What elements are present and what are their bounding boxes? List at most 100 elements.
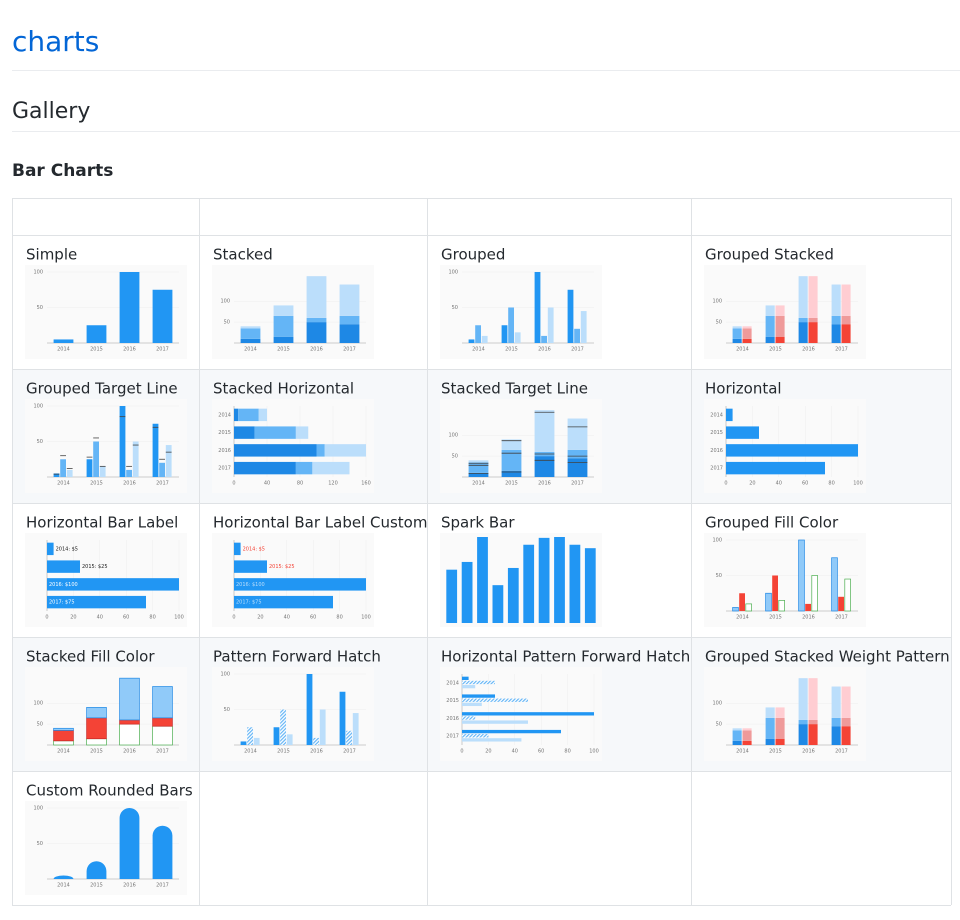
bar [831, 315, 841, 325]
category-label: 2017 [156, 749, 169, 755]
bar [240, 741, 247, 745]
bar [742, 338, 752, 343]
bar [86, 325, 107, 343]
y-tick-label: 50 [224, 707, 230, 713]
bar [501, 470, 522, 477]
category-label: 2014 [710, 412, 723, 418]
bar [86, 717, 107, 740]
category-label: 2015 [90, 749, 103, 755]
cell-title: Grouped Fill Color [705, 514, 839, 532]
bar [798, 539, 805, 612]
bar [462, 684, 476, 689]
cell-title: Stacked Fill Color [26, 648, 155, 666]
bar [152, 686, 173, 719]
bar [726, 426, 759, 439]
bar [286, 734, 293, 745]
thumbnail: 50 100 2014 2015 2016 2017 [25, 265, 187, 359]
bar [844, 578, 851, 612]
bar [295, 461, 313, 475]
cell-title: Grouped Stacked Weight Pattern [705, 648, 950, 666]
x-tick-label: 40 [776, 481, 782, 487]
bar [765, 305, 775, 316]
bar [831, 726, 841, 745]
x-tick-label: 80 [149, 615, 155, 621]
bar [475, 325, 481, 343]
bar [119, 677, 140, 721]
y-tick-label: 100 [712, 538, 722, 544]
bar [86, 459, 93, 477]
bar [765, 592, 772, 612]
thumbnail: 50 100 2014 2015 2016 2017 [704, 533, 866, 627]
cell-title: Pattern Forward Hatch [213, 648, 381, 666]
category-label: 2014 [736, 347, 749, 353]
bar [462, 738, 522, 742]
thumbnail: 0 20 40 60 80 100 2014 2015 2016 2017 [704, 399, 866, 493]
bar [798, 317, 808, 323]
category-label: 2014 [57, 749, 70, 755]
bar [808, 678, 818, 720]
bar [732, 607, 739, 612]
category-label: 2014 [244, 347, 257, 353]
value-label: 2014: $5 [56, 546, 78, 552]
page-title[interactable]: charts [12, 25, 99, 58]
bar [47, 542, 54, 556]
thumbnail: 50 100 2014 2015 2016 2017 [704, 265, 866, 359]
bar [742, 326, 752, 329]
bar [841, 284, 851, 316]
cell-title: Spark Bar [441, 514, 515, 532]
cell-title: Horizontal Bar Label Custom [213, 514, 427, 532]
category-label: 2016 [123, 347, 136, 353]
bar [732, 326, 742, 329]
category-label: 2014 [244, 749, 257, 755]
x-tick-label: 20 [749, 481, 755, 487]
category-label: 2015 [90, 883, 103, 889]
bar [538, 537, 550, 623]
bar [547, 307, 554, 343]
bar [742, 328, 752, 339]
y-tick-label: 50 [716, 573, 722, 579]
bar [47, 560, 80, 573]
bar [811, 575, 818, 612]
y-tick-label: 100 [448, 433, 458, 439]
bar [53, 473, 60, 477]
bar [775, 315, 785, 337]
bar [60, 459, 66, 477]
category-label: 2015 [277, 347, 290, 353]
category-label: 2016 [446, 716, 459, 722]
category-label: 2016 [802, 347, 815, 353]
thumbnail: 0 20 40 60 80 100 2014 2015 2016 2017 [440, 667, 602, 761]
category-label: 2015 [710, 430, 723, 436]
x-tick-label: 120 [328, 481, 338, 487]
bar [732, 730, 742, 741]
y-tick-label: 100 [712, 299, 722, 305]
category-label: 2016 [538, 347, 551, 353]
category-label: 2014 [57, 347, 70, 353]
bar [47, 578, 179, 591]
bar [462, 734, 489, 738]
bar [775, 707, 785, 718]
x-tick-label: 0 [232, 481, 235, 487]
x-tick-label: 100 [589, 749, 599, 755]
bar [66, 469, 73, 477]
category-label: 2015 [505, 347, 518, 353]
x-tick-label: 40 [97, 615, 103, 621]
bar [234, 461, 296, 475]
y-tick-label: 50 [452, 305, 458, 311]
cell-title: Stacked [213, 246, 273, 264]
category-label: 2016 [123, 481, 136, 487]
bar [273, 336, 294, 343]
bar [831, 557, 838, 612]
bar [319, 709, 326, 745]
bar [119, 808, 140, 879]
bar [831, 284, 841, 316]
bar [808, 276, 818, 318]
bar [742, 740, 752, 745]
bar [492, 585, 504, 623]
y-tick-label: 50 [716, 722, 722, 728]
bar [234, 560, 267, 573]
category-label: 2017 [835, 749, 848, 755]
value-label: 2014: $5 [243, 546, 265, 552]
thumbnail: 50 100 2014 2015 2016 2017 [25, 801, 187, 895]
category-label: 2017 [343, 347, 356, 353]
cell-title: Simple [26, 246, 77, 264]
